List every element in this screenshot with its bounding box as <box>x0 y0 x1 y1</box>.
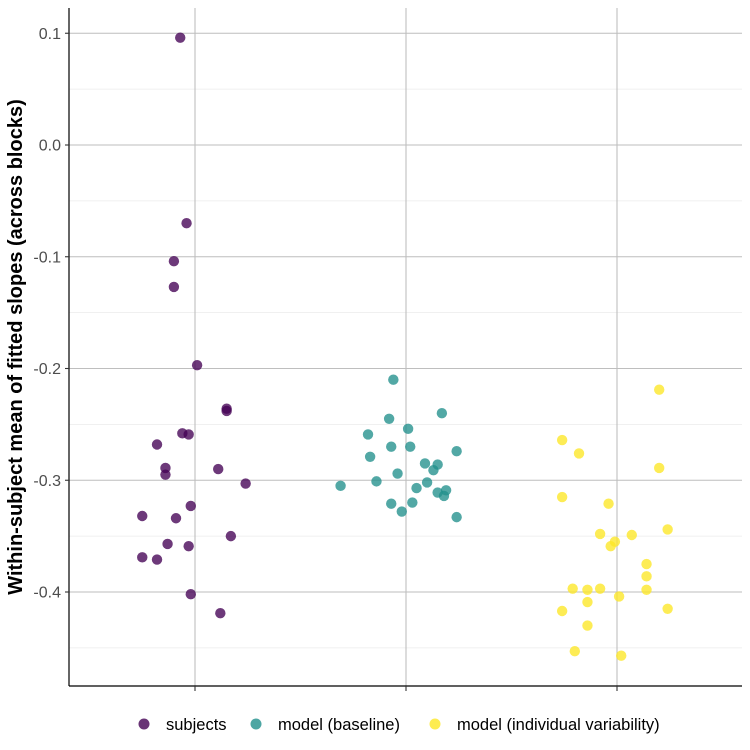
data-point-subjects <box>213 463 224 475</box>
data-point-model-baseline <box>396 506 407 517</box>
data-point-subjects <box>151 554 163 565</box>
legend-label: model (baseline) <box>278 716 400 734</box>
data-point-model-individual-variability <box>569 646 580 657</box>
data-point-model-individual-variability <box>626 529 637 541</box>
legend-key <box>429 718 441 730</box>
data-point-model-baseline <box>402 423 414 435</box>
data-point-model-individual-variability <box>616 650 627 661</box>
y-tick-label: -0.1 <box>33 249 61 266</box>
data-point-model-baseline <box>451 511 462 523</box>
data-point-model-baseline <box>388 374 399 385</box>
data-point-model-baseline <box>451 445 462 457</box>
data-point-subjects <box>137 552 148 563</box>
data-point-model-baseline <box>335 480 346 492</box>
data-point-subjects <box>240 478 251 489</box>
y-ticks: 0.1 0.0 -0.1 -0.2 -0.3 -0.4 <box>33 26 69 602</box>
data-point-subjects <box>215 608 226 619</box>
y-tick-label: -0.3 <box>33 473 61 490</box>
data-point-subjects <box>183 540 194 552</box>
data-point-model-individual-variability <box>582 620 593 631</box>
y-axis-title: Within-subject mean of fitted slopes (ac… <box>5 99 27 594</box>
data-point-model-baseline <box>436 408 448 419</box>
data-point-model-individual-variability <box>582 584 593 595</box>
data-point-model-individual-variability <box>594 583 606 594</box>
data-point-subjects <box>170 513 182 524</box>
data-point-model-individual-variability <box>641 571 652 582</box>
data-point-subjects <box>185 500 196 512</box>
data-point-subjects <box>225 530 237 542</box>
data-point-model-baseline <box>428 464 439 476</box>
data-point-model-baseline <box>407 497 418 508</box>
data-point-model-individual-variability <box>641 558 652 570</box>
data-point-model-baseline <box>405 441 416 452</box>
data-point-model-baseline <box>383 413 395 424</box>
data-point-model-baseline <box>438 490 450 502</box>
legend-label: subjects <box>166 716 227 734</box>
y-tick-label: 0.1 <box>39 26 61 43</box>
data-point-model-baseline <box>386 441 397 452</box>
y-tick-label: -0.2 <box>33 361 61 378</box>
data-point-model-individual-variability <box>662 603 673 614</box>
data-point-model-individual-variability <box>603 498 614 509</box>
data-point-subjects <box>185 589 196 600</box>
data-point-model-baseline <box>371 476 382 487</box>
data-point-model-individual-variability <box>662 524 673 535</box>
data-point-model-individual-variability <box>594 528 606 540</box>
data-point-subjects <box>181 218 192 229</box>
data-point-subjects <box>137 510 148 522</box>
data-point-subjects <box>162 538 173 550</box>
data-point-subjects <box>175 32 186 43</box>
data-point-subjects <box>168 256 180 267</box>
data-point-subjects <box>221 405 232 417</box>
data-point-model-baseline <box>392 468 403 479</box>
legend-key <box>250 718 262 730</box>
data-point-model-individual-variability <box>654 462 665 474</box>
data-point-model-baseline <box>421 477 433 488</box>
data-point-model-individual-variability <box>573 448 585 459</box>
data-point-model-individual-variability <box>556 434 568 446</box>
data-point-model-individual-variability <box>556 491 568 503</box>
data-point-model-individual-variability <box>641 584 652 595</box>
data-point-model-individual-variability <box>654 384 665 395</box>
data-point-model-individual-variability <box>582 596 593 608</box>
data-point-model-baseline <box>364 451 376 462</box>
data-point-model-baseline <box>386 498 397 509</box>
data-point-subjects <box>168 281 180 293</box>
data-point-subjects <box>151 439 163 450</box>
legend-label: model (individual variability) <box>457 716 660 734</box>
grid <box>69 8 742 686</box>
data-point-model-baseline <box>411 482 422 494</box>
legend: subjects model (baseline) model (individua… <box>138 716 660 734</box>
data-point-subjects <box>191 359 203 371</box>
data-point-model-individual-variability <box>605 540 616 552</box>
data-point-model-baseline <box>362 429 374 440</box>
x-ticks <box>194 686 618 691</box>
y-tick-label: -0.4 <box>33 585 61 602</box>
data-point-model-individual-variability <box>567 583 578 594</box>
y-tick-label: 0.0 <box>39 138 61 155</box>
data-point-subjects <box>160 469 171 480</box>
data-points <box>137 32 673 661</box>
data-point-subjects <box>183 429 194 440</box>
legend-key <box>138 718 150 730</box>
data-point-model-baseline <box>419 458 431 469</box>
data-point-model-individual-variability <box>613 591 625 602</box>
data-point-model-individual-variability <box>556 605 568 617</box>
